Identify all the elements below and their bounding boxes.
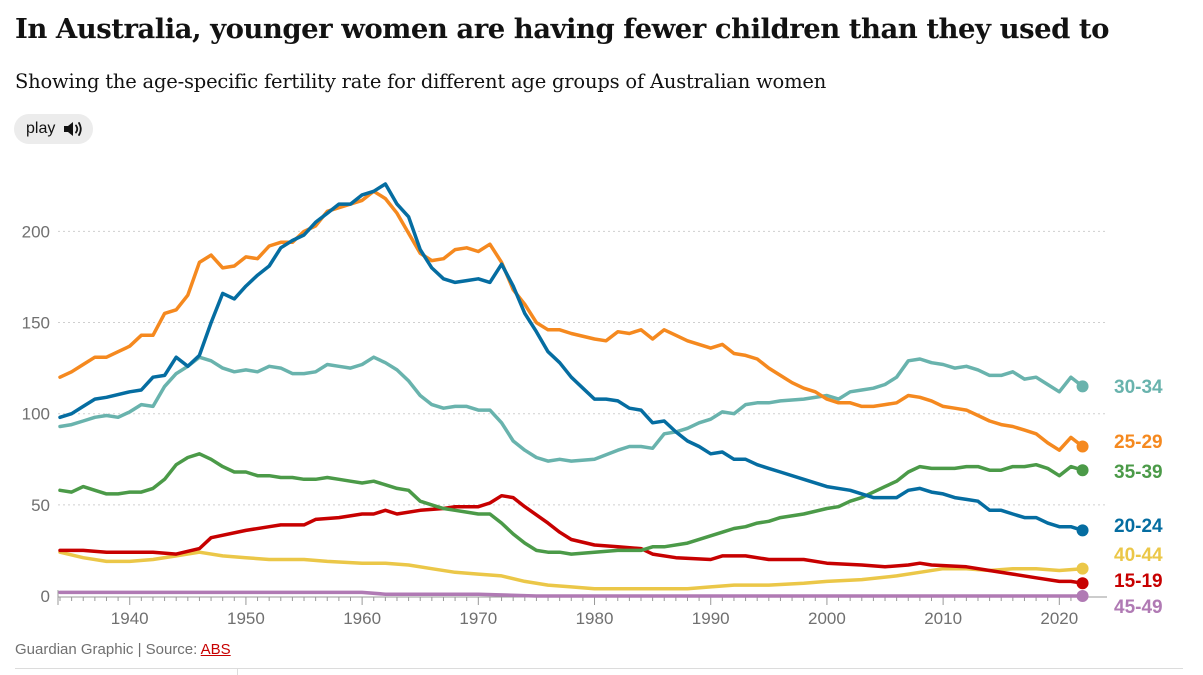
series-label-25-29: 25-29 <box>1114 432 1163 453</box>
end-labels: 45-49 40-44 15-19 35-39 30-34 25-29 20-24 <box>1076 377 1163 618</box>
page-subtitle: Showing the age-specific fertility rate … <box>15 70 827 93</box>
series-end-dot-20-24 <box>1076 524 1089 537</box>
series-label-20-24: 20-24 <box>1114 516 1163 537</box>
credit-text: Guardian Graphic | Source: <box>15 641 201 658</box>
series-line-15-19 <box>58 493 1085 585</box>
grid: 0 50 100 150 200 <box>22 222 1107 606</box>
x-tick-label-1970: 1970 <box>459 609 497 628</box>
footer-credit: Guardian Graphic | Source: ABS <box>15 641 231 658</box>
series-end-dot-15-19 <box>1076 577 1089 590</box>
footer-divider-tick <box>237 668 238 675</box>
x-tick-label-1950: 1950 <box>227 609 265 628</box>
y-tick-label-100: 100 <box>22 405 50 424</box>
y-tick-label-0: 0 <box>41 587 50 606</box>
page-title: In Australia, younger women are having f… <box>15 13 1109 45</box>
series-label-15-19: 15-19 <box>1114 571 1163 592</box>
series-label-35-39: 35-39 <box>1114 462 1163 483</box>
play-button[interactable]: play <box>14 114 94 144</box>
series-line-25-29 <box>58 189 1085 452</box>
speaker-icon <box>63 121 83 137</box>
play-label: play <box>26 120 56 137</box>
series-line-35-39 <box>58 452 1085 556</box>
series-label-40-44: 40-44 <box>1114 545 1163 566</box>
x-tick-label-2000: 2000 <box>808 609 846 628</box>
x-tick-label-2010: 2010 <box>924 609 962 628</box>
series-end-dot-25-29 <box>1076 440 1089 453</box>
series-end-dot-45-49 <box>1076 590 1089 602</box>
x-tick-label-1980: 1980 <box>576 609 614 628</box>
y-tick-label-200: 200 <box>22 222 50 241</box>
x-tick-label-1940: 1940 <box>111 609 149 628</box>
x-tick-label-2020: 2020 <box>1040 609 1078 628</box>
series-line-45-49 <box>58 590 1085 598</box>
series-label-45-49: 45-49 <box>1114 597 1163 618</box>
series-label-30-34: 30-34 <box>1114 377 1163 398</box>
series-end-dot-30-34 <box>1076 380 1089 393</box>
series-end-dot-40-44 <box>1076 562 1089 575</box>
series-end-dot-35-39 <box>1076 464 1089 477</box>
series-line-20-24 <box>58 182 1085 533</box>
series-line-40-44 <box>58 550 1085 591</box>
y-tick-label-50: 50 <box>31 496 50 515</box>
x-tick-label-1990: 1990 <box>692 609 730 628</box>
source-link[interactable]: ABS <box>200 641 231 658</box>
series-line-30-34 <box>58 355 1085 463</box>
series-lines <box>58 182 1085 598</box>
y-tick-label-150: 150 <box>22 314 50 333</box>
x-tick-label-1960: 1960 <box>343 609 381 628</box>
footer-divider <box>15 668 1183 669</box>
